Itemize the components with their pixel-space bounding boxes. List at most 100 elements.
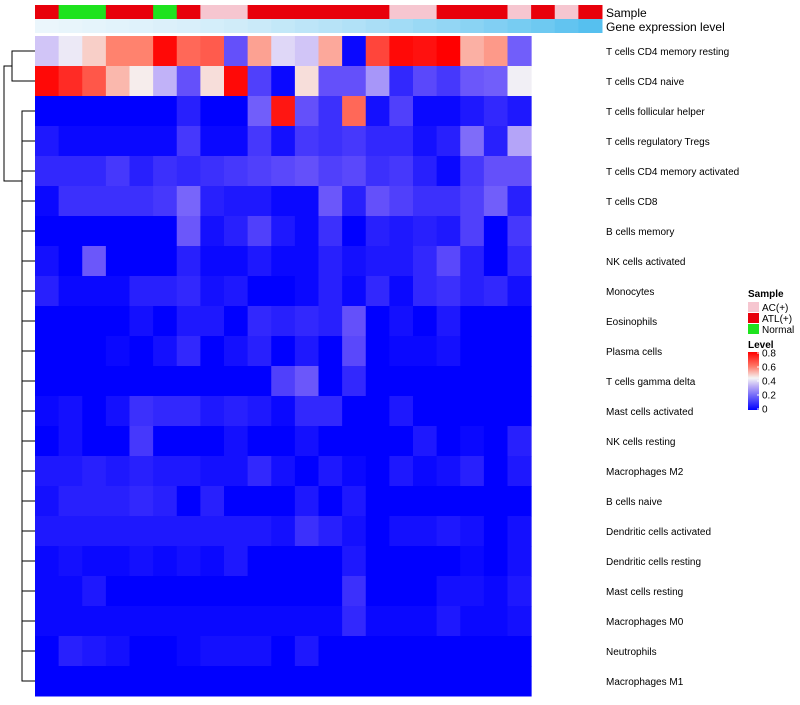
sample-cell [35, 5, 60, 19]
heatmap-cell [460, 156, 485, 187]
heatmap-cell [318, 606, 343, 637]
row-label: Macrophages M2 [606, 467, 684, 478]
heatmap-cell [483, 276, 508, 307]
heatmap-cell [318, 36, 343, 67]
dendrogram-branch [3, 65, 22, 182]
heatmap-cell [35, 636, 60, 667]
heatmap-cell [82, 426, 107, 457]
heatmap-cell [58, 36, 83, 67]
heatmap-cell [35, 96, 60, 127]
heatmap-cell [35, 216, 60, 247]
heatmap-cell [247, 666, 272, 697]
heatmap-cell [507, 216, 532, 247]
heatmap-cell [318, 636, 343, 667]
heatmap-cell [271, 456, 296, 487]
heatmap-cell [413, 636, 438, 667]
heatmap-cell [58, 306, 83, 337]
heatmap-cell [460, 246, 485, 277]
heatmap-cell [436, 156, 461, 187]
heatmap-cell [483, 36, 508, 67]
heatmap-cell [224, 186, 249, 217]
heatmap-cell [460, 576, 485, 607]
heatmap-cell [224, 396, 249, 427]
heatmap-cell [507, 546, 532, 577]
heatmap-cell [176, 396, 201, 427]
heatmap-cell [436, 96, 461, 127]
row-label: Dendritic cells activated [606, 527, 711, 538]
heatmap-cell [200, 66, 225, 97]
expression-cell [578, 19, 603, 33]
heatmap-cell [82, 246, 107, 277]
heatmap-cell [247, 606, 272, 637]
heatmap-cell [105, 456, 130, 487]
heatmap-cell [413, 486, 438, 517]
heatmap-cell [224, 576, 249, 607]
heatmap-cell [342, 426, 367, 457]
heatmap-cell [224, 666, 249, 697]
heatmap-cell [365, 606, 390, 637]
heatmap-cell [436, 636, 461, 667]
heatmap-cell [129, 156, 154, 187]
expression-cell [129, 19, 154, 33]
legend-swatch [748, 313, 759, 323]
heatmap-cell [82, 576, 107, 607]
heatmap-cell [129, 666, 154, 697]
heatmap-cell [105, 396, 130, 427]
heatmap-cell [365, 366, 390, 397]
sample-cell [578, 5, 603, 19]
heatmap-cell [105, 516, 130, 547]
heatmap-cell [483, 666, 508, 697]
heatmap-cell [436, 306, 461, 337]
heatmap-cell [271, 306, 296, 337]
heatmap-cell [247, 276, 272, 307]
sample-cell [176, 5, 201, 19]
heatmap-cell [247, 246, 272, 277]
heatmap-cell [342, 516, 367, 547]
expression-cell [153, 19, 178, 33]
heatmap-cell [224, 156, 249, 187]
heatmap-cell [271, 426, 296, 457]
heatmap-cell [271, 246, 296, 277]
heatmap-cell [389, 336, 414, 367]
heatmap-cell [247, 456, 272, 487]
heatmap-cell [318, 276, 343, 307]
heatmap-cell [35, 276, 60, 307]
row-label: NK cells activated [606, 257, 685, 268]
heatmap-cell [153, 246, 178, 277]
heatmap-cell [436, 336, 461, 367]
heatmap-cell [294, 636, 319, 667]
heatmap-cell [342, 36, 367, 67]
heatmap-cell [318, 366, 343, 397]
sample-cell [105, 5, 130, 19]
heatmap-cell [460, 486, 485, 517]
heatmap-cell [365, 486, 390, 517]
heatmap-cell [129, 516, 154, 547]
heatmap-cell [294, 576, 319, 607]
heatmap-cell [294, 366, 319, 397]
heatmap-cell [389, 636, 414, 667]
heatmap-cell [224, 486, 249, 517]
heatmap-cell [105, 186, 130, 217]
heatmap-cell [365, 66, 390, 97]
heatmap-cell [224, 516, 249, 547]
heatmap-cell [413, 426, 438, 457]
heatmap-cell [105, 606, 130, 637]
heatmap-cell [224, 636, 249, 667]
row-labels: T cells CD4 memory resting T cells CD4 na… [606, 47, 739, 688]
heatmap-cell [247, 576, 272, 607]
heatmap-cell [247, 36, 272, 67]
row-label: T cells CD4 memory activated [606, 167, 739, 178]
heatmap-cell [342, 306, 367, 337]
heatmap-cell [436, 366, 461, 397]
heatmap-cell [483, 306, 508, 337]
heatmap-cell [483, 156, 508, 187]
heatmap-cell [105, 636, 130, 667]
heatmap-cell [176, 666, 201, 697]
heatmap-cell [105, 366, 130, 397]
heatmap-cell [413, 246, 438, 277]
heatmap-cell [365, 156, 390, 187]
heatmap-cell [35, 366, 60, 397]
heatmap-cell [294, 306, 319, 337]
heatmap-cell [129, 36, 154, 67]
heatmap-cell [105, 486, 130, 517]
